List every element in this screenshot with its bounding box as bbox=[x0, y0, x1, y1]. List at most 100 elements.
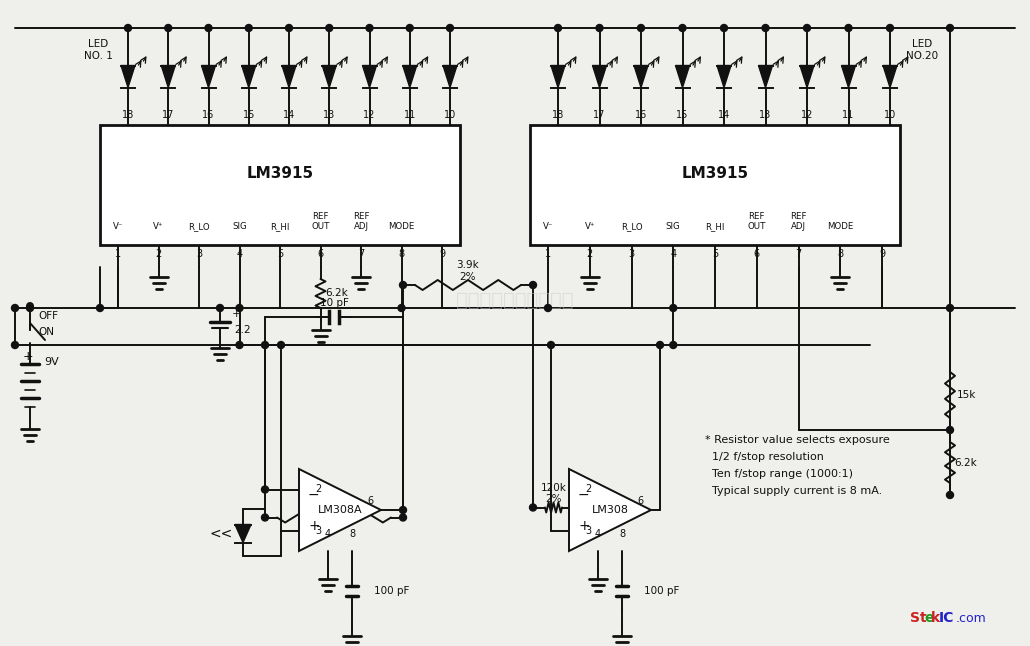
Text: 2: 2 bbox=[587, 249, 593, 259]
Polygon shape bbox=[322, 65, 336, 87]
Text: 7: 7 bbox=[795, 249, 801, 259]
Polygon shape bbox=[299, 469, 381, 551]
Text: <<: << bbox=[209, 526, 233, 541]
Text: 7: 7 bbox=[357, 249, 365, 259]
Text: IC: IC bbox=[939, 611, 955, 625]
Circle shape bbox=[638, 25, 645, 32]
Text: 5: 5 bbox=[277, 249, 283, 259]
Text: 2: 2 bbox=[585, 484, 591, 494]
Text: 6.2k: 6.2k bbox=[325, 289, 348, 298]
Circle shape bbox=[236, 342, 243, 348]
Text: 9: 9 bbox=[879, 249, 885, 259]
Text: 13: 13 bbox=[323, 110, 336, 120]
Circle shape bbox=[947, 304, 954, 311]
Text: 100 pF: 100 pF bbox=[374, 586, 409, 596]
Text: 11: 11 bbox=[843, 110, 855, 120]
Circle shape bbox=[262, 486, 269, 493]
Text: 15k: 15k bbox=[956, 390, 975, 400]
Circle shape bbox=[277, 342, 284, 348]
Text: 16: 16 bbox=[634, 110, 647, 120]
Circle shape bbox=[11, 304, 19, 311]
Circle shape bbox=[11, 342, 19, 348]
Circle shape bbox=[446, 25, 453, 32]
Circle shape bbox=[721, 25, 727, 32]
Text: 16: 16 bbox=[202, 110, 214, 120]
Circle shape bbox=[670, 304, 677, 311]
Text: +: + bbox=[232, 309, 241, 319]
Text: 3: 3 bbox=[585, 525, 591, 536]
Polygon shape bbox=[883, 65, 897, 87]
Text: 4: 4 bbox=[324, 529, 331, 539]
Text: 18: 18 bbox=[552, 110, 564, 120]
Circle shape bbox=[406, 25, 413, 32]
Circle shape bbox=[596, 25, 603, 32]
Text: 2.2: 2.2 bbox=[234, 325, 250, 335]
Text: 13: 13 bbox=[759, 110, 771, 120]
Circle shape bbox=[887, 25, 893, 32]
Circle shape bbox=[947, 25, 954, 32]
Circle shape bbox=[400, 514, 407, 521]
Text: ON: ON bbox=[38, 327, 54, 337]
Text: 15: 15 bbox=[677, 110, 689, 120]
Text: 9V: 9V bbox=[44, 357, 59, 367]
Circle shape bbox=[400, 506, 407, 514]
Polygon shape bbox=[551, 65, 565, 87]
Circle shape bbox=[529, 504, 537, 511]
Polygon shape bbox=[121, 65, 135, 87]
Text: 1: 1 bbox=[115, 249, 122, 259]
Text: LM3915: LM3915 bbox=[246, 165, 313, 180]
Polygon shape bbox=[676, 65, 689, 87]
Text: 5: 5 bbox=[712, 249, 718, 259]
Polygon shape bbox=[363, 65, 377, 87]
Polygon shape bbox=[569, 469, 651, 551]
Polygon shape bbox=[592, 65, 607, 87]
Text: SIG: SIG bbox=[665, 222, 681, 231]
Text: k: k bbox=[931, 611, 940, 625]
Text: REF
OUT: REF OUT bbox=[311, 212, 330, 231]
Polygon shape bbox=[634, 65, 648, 87]
Text: LED
NO. 1: LED NO. 1 bbox=[83, 39, 112, 61]
Text: V⁻: V⁻ bbox=[113, 222, 124, 231]
Text: 6.2k: 6.2k bbox=[955, 457, 977, 468]
Polygon shape bbox=[162, 65, 175, 87]
Text: 3.9k
2%: 3.9k 2% bbox=[456, 260, 479, 282]
Text: 1/2 f/stop resolution: 1/2 f/stop resolution bbox=[705, 452, 824, 462]
Circle shape bbox=[548, 342, 554, 348]
Circle shape bbox=[554, 25, 561, 32]
Text: Typical supply current is 8 mA.: Typical supply current is 8 mA. bbox=[705, 486, 883, 496]
Circle shape bbox=[803, 25, 811, 32]
Text: 6: 6 bbox=[754, 249, 760, 259]
Text: R_HI: R_HI bbox=[706, 222, 725, 231]
Text: 10 pF: 10 pF bbox=[319, 298, 348, 308]
Circle shape bbox=[27, 304, 34, 311]
Text: 17: 17 bbox=[593, 110, 606, 120]
Circle shape bbox=[679, 25, 686, 32]
Text: 14: 14 bbox=[718, 110, 730, 120]
Text: 1: 1 bbox=[545, 249, 551, 259]
Text: 1M*: 1M* bbox=[323, 499, 344, 508]
Text: REF
ADJ: REF ADJ bbox=[352, 212, 369, 231]
Text: −: − bbox=[578, 488, 589, 501]
Text: 10: 10 bbox=[884, 110, 896, 120]
Text: 17: 17 bbox=[162, 110, 174, 120]
Polygon shape bbox=[242, 65, 255, 87]
Text: REF
OUT: REF OUT bbox=[748, 212, 766, 231]
Text: 8: 8 bbox=[349, 529, 355, 539]
Text: 12: 12 bbox=[800, 110, 814, 120]
Circle shape bbox=[366, 25, 373, 32]
Text: 4: 4 bbox=[595, 529, 602, 539]
Polygon shape bbox=[842, 65, 856, 87]
Text: * Resistor value selects exposure: * Resistor value selects exposure bbox=[705, 435, 890, 445]
Circle shape bbox=[236, 304, 243, 311]
Polygon shape bbox=[758, 65, 772, 87]
Text: LM308: LM308 bbox=[591, 505, 628, 515]
Text: 100 pF: 100 pF bbox=[644, 586, 680, 596]
Circle shape bbox=[245, 25, 252, 32]
Text: +: + bbox=[23, 349, 33, 362]
Text: 6: 6 bbox=[367, 496, 373, 506]
Polygon shape bbox=[235, 525, 251, 543]
Circle shape bbox=[656, 342, 663, 348]
Circle shape bbox=[262, 342, 269, 348]
Circle shape bbox=[398, 304, 405, 311]
Text: 120k
2%: 120k 2% bbox=[541, 483, 566, 505]
